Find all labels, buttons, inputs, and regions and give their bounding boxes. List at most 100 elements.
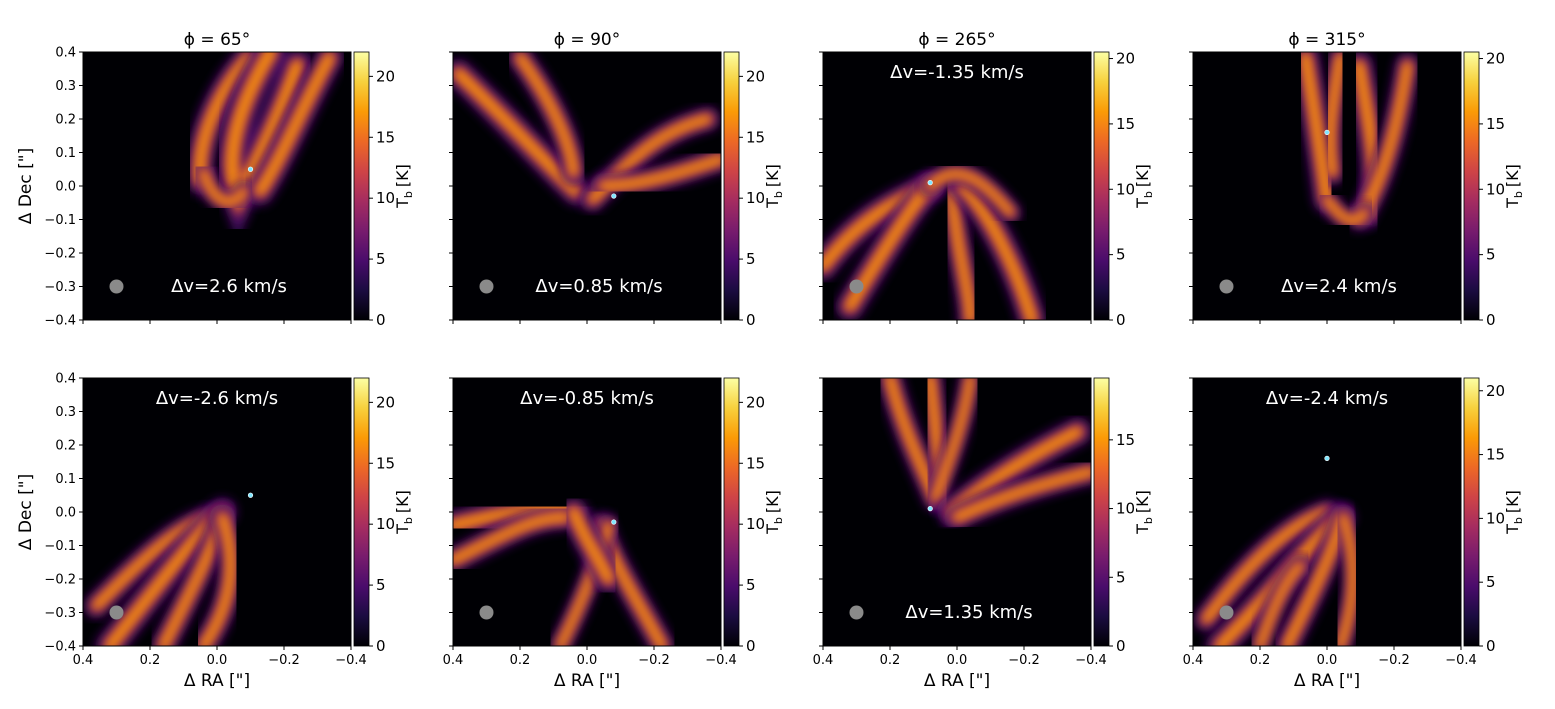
- x-tick-label: 0.4: [1183, 653, 1204, 668]
- x-tick-label: −0.4: [335, 653, 367, 668]
- colorbar-tick-label: 0: [376, 637, 386, 655]
- y-tick-label: 0.0: [55, 506, 76, 521]
- y-tick-label: 0.2: [55, 439, 76, 454]
- emission-map: [83, 497, 244, 646]
- colorbar-label: Tb [K]: [393, 164, 415, 209]
- velocity-label: Δv=-0.85 km/s: [520, 388, 654, 409]
- colorbar-frame: [1093, 377, 1110, 647]
- colorbar-frame: [1463, 377, 1480, 647]
- emission-core: [569, 507, 613, 584]
- colorbar-frame: [1093, 51, 1110, 321]
- colorbar-tick-label: 10: [376, 189, 395, 207]
- colorbar-tick-label: 0: [746, 637, 756, 655]
- x-axis-label: Δ RA ["]: [554, 671, 620, 691]
- star-position-marker: [1324, 455, 1330, 462]
- panel-title: ϕ = 315°: [1288, 30, 1365, 50]
- colorbar-label-unit: [K]: [763, 490, 782, 513]
- colorbar-label-subscript: b: [1512, 517, 1525, 524]
- x-tick-label: −0.2: [638, 653, 670, 668]
- emission-core: [953, 468, 1091, 521]
- x-tick-label: 0.2: [1250, 653, 1271, 668]
- colorbar-label-unit: [K]: [1133, 490, 1152, 513]
- colorbar-tick-label: 0: [1486, 637, 1496, 655]
- velocity-label: Δv=2.4 km/s: [1281, 276, 1397, 297]
- velocity-label: Δv=-2.4 km/s: [1266, 388, 1388, 409]
- y-axis-label: Δ Dec ["]: [16, 474, 36, 550]
- colorbar-tick-label: 15: [376, 128, 395, 146]
- colorbar-tick-label: 15: [1116, 115, 1135, 133]
- emission-core: [1323, 196, 1368, 224]
- colorbar-frame: [353, 51, 370, 321]
- velocity-label: Δv=2.6 km/s: [171, 276, 287, 297]
- emission-core: [200, 513, 235, 646]
- emission-map: [1291, 52, 1421, 232]
- x-tick-label: 0.4: [443, 653, 464, 668]
- colorbar-frame: [723, 51, 740, 321]
- emission-map: [453, 495, 675, 646]
- beam-marker: [849, 279, 864, 294]
- emission-core: [516, 53, 578, 177]
- colorbar-label-subscript: b: [772, 517, 785, 524]
- velocity-label: Δv=-2.6 km/s: [156, 388, 278, 409]
- colorbar-label-unit: [K]: [1503, 164, 1522, 187]
- colorbar-tick-label: 15: [1486, 446, 1505, 464]
- colorbar: [1094, 378, 1109, 646]
- colorbar-tick-label: 5: [746, 576, 756, 594]
- x-tick-label: −0.2: [1378, 653, 1410, 668]
- colorbar-tick-label: 0: [1116, 637, 1126, 655]
- colorbar: [724, 52, 739, 320]
- y-tick-label: 0.1: [55, 472, 76, 487]
- colorbar-tick-label: 15: [1116, 431, 1135, 449]
- colorbar-tick-label: 5: [746, 250, 756, 268]
- star-position-marker: [247, 492, 254, 498]
- colorbar-tick-label: 0: [746, 311, 756, 329]
- x-tick-label: 0.4: [813, 653, 834, 668]
- colorbar-tick-label: 15: [746, 454, 765, 472]
- panel-3: ϕ = 265° Δv=-1.35 km/s 0 5 10 15 20 Tb [K]: [819, 30, 1155, 329]
- panel-1: 0.4 0.3 0.2 0.1 0.0 −0.1 −0.2 −0.3 −0.4 Δ Dec ["]…: [16, 30, 415, 329]
- emission-core: [453, 513, 570, 564]
- x-tick-label: −0.4: [1445, 653, 1477, 668]
- colorbar-label: Tb [K]: [763, 490, 785, 535]
- x-tick-label: 0.0: [1317, 653, 1338, 668]
- star-position-marker: [927, 180, 933, 186]
- colorbar-tick-label: 20: [1116, 50, 1135, 68]
- star-position-marker: [1324, 129, 1330, 135]
- colorbar-label-unit: [K]: [763, 164, 782, 187]
- colorbar-label-subscript: b: [772, 191, 785, 198]
- colorbar-tick-label: 10: [1116, 500, 1135, 518]
- x-tick-label: −0.2: [268, 653, 300, 668]
- colorbar-label-unit: [K]: [1503, 490, 1522, 513]
- colorbar-label: Tb [K]: [1133, 164, 1155, 209]
- colorbar-tick-label: 5: [1486, 246, 1496, 264]
- y-tick-label: 0.4: [55, 372, 76, 387]
- emission-core: [932, 378, 974, 502]
- emission-core: [1337, 514, 1357, 646]
- beam-marker: [479, 605, 494, 620]
- x-axis-label: Δ RA ["]: [1294, 671, 1360, 691]
- panel-title: ϕ = 65°: [184, 30, 250, 50]
- beam-marker: [479, 279, 494, 294]
- emission-core: [255, 53, 334, 196]
- y-tick-label: −0.1: [44, 539, 76, 554]
- colorbar-label: Tb [K]: [1133, 490, 1155, 535]
- colorbar: [1464, 52, 1479, 320]
- y-tick-label: 0.4: [55, 46, 76, 61]
- colorbar-frame: [353, 377, 370, 647]
- x-axis-label: Δ RA ["]: [184, 671, 250, 691]
- colorbar: [1094, 52, 1109, 320]
- x-tick-label: 0.4: [73, 653, 94, 668]
- colorbar-tick-label: 20: [746, 67, 765, 85]
- colorbar: [724, 378, 739, 646]
- x-tick-label: 0.0: [207, 653, 228, 668]
- x-tick-label: 0.2: [880, 653, 901, 668]
- star-position-marker: [611, 519, 617, 525]
- beam-marker: [1219, 279, 1234, 294]
- x-tick-label: 0.2: [140, 653, 161, 668]
- emission-core: [200, 169, 247, 206]
- colorbar-tick-label: 20: [746, 393, 765, 411]
- colorbar: [1464, 378, 1479, 646]
- colorbar-tick-label: 15: [376, 454, 395, 472]
- y-axis-label: Δ Dec ["]: [16, 148, 36, 224]
